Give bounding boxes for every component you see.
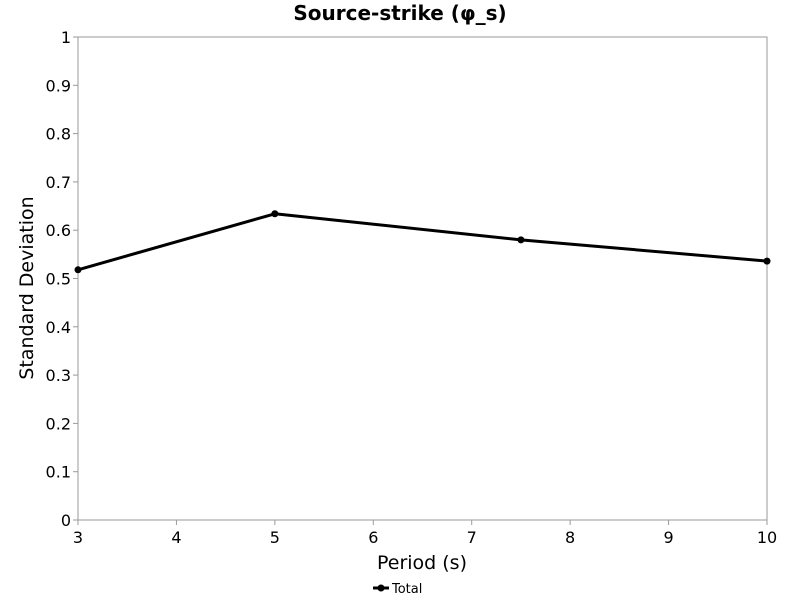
x-tick-label: 4 [171,528,181,547]
legend-marker [377,584,385,592]
y-tick-label: 0.5 [46,270,71,289]
y-axis-label: Standard Deviation [16,196,38,379]
x-tick-label: 5 [270,528,280,547]
data-point [74,266,82,274]
y-tick-label: 0.4 [46,318,71,337]
data-point [763,257,771,265]
legend-label: Total [391,582,422,597]
y-tick-label: 0.1 [46,463,71,482]
series-line-total [77,212,768,272]
x-tick-label: 7 [467,528,477,547]
y-tick-label: 0.9 [46,76,71,95]
legend: Total [373,582,422,597]
data-point [271,210,279,218]
x-tick-label: 9 [663,528,673,547]
y-tick-label: 0.7 [46,173,71,192]
x-tick-label: 6 [368,528,378,547]
x-axis-ticks: 3 4 5 6 7 8 9 10 [73,520,777,547]
chart-title: Source-strike (φ_s) [293,1,506,25]
y-tick-label: 0 [61,511,71,530]
x-axis-label: Period (s) [377,552,467,574]
y-tick-label: 0.8 [46,125,71,144]
plot-area [77,36,768,521]
y-tick-label: 0.2 [46,414,71,433]
y-axis-ticks: 0 0.1 0.2 0.3 0.4 0.5 0.6 0.7 0.8 0.9 1 [46,28,78,530]
series-layer [74,210,771,274]
x-tick-label: 10 [757,528,777,547]
x-tick-label: 8 [565,528,575,547]
y-tick-label: 0.6 [46,221,71,240]
y-tick-label: 0.3 [46,366,71,385]
y-tick-label: 1 [61,28,71,47]
x-tick-label: 3 [73,528,83,547]
data-point [517,236,525,244]
